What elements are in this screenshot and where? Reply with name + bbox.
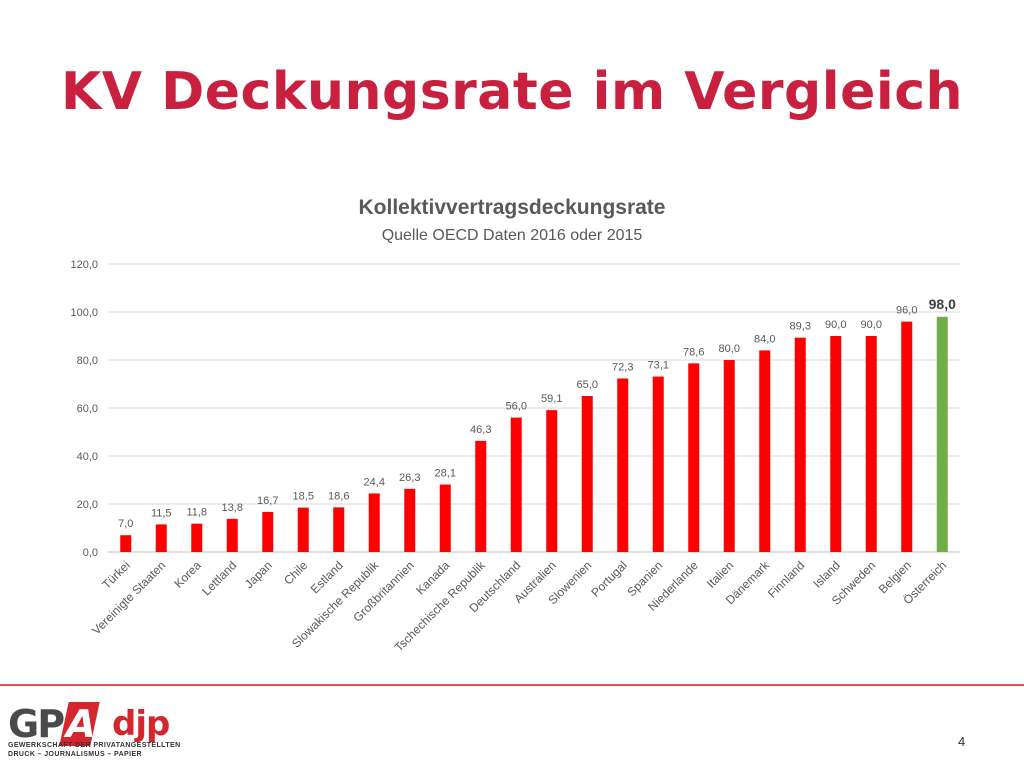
y-tick-label: 60,0 (77, 403, 98, 415)
data-label: 84,0 (754, 333, 775, 345)
bar (333, 507, 345, 552)
x-category-label: Korea (171, 558, 204, 591)
bar (510, 417, 522, 552)
data-label: 59,1 (541, 393, 562, 405)
y-tick-label: 120,0 (70, 259, 98, 271)
bar (581, 396, 593, 552)
bar (226, 518, 238, 552)
bar (723, 360, 735, 552)
slide-title: KV Deckungsrate im Vergleich (60, 62, 964, 122)
bar (794, 337, 806, 552)
chart-subtitle: Quelle OECD Daten 2016 oder 2015 (381, 227, 643, 244)
bar (936, 316, 948, 552)
data-label: 65,0 (577, 379, 598, 391)
data-label: 26,3 (399, 472, 420, 484)
data-label: 13,8 (222, 502, 243, 514)
data-label: 11,5 (151, 507, 172, 519)
data-label: 80,0 (719, 343, 740, 355)
bar (297, 507, 309, 552)
data-label: 7,0 (118, 518, 133, 530)
y-tick-label: 100,0 (70, 307, 98, 319)
data-label: 56,0 (506, 401, 527, 413)
y-tick-label: 0,0 (83, 547, 98, 559)
logo-tagline-2: DRUCK – JOURNALISMUS – PAPIER (8, 751, 142, 758)
x-category-label: Türkei (99, 558, 132, 591)
data-label: 89,3 (790, 321, 811, 333)
data-label: 90,0 (861, 319, 882, 331)
data-label: 90,0 (825, 319, 846, 331)
y-tick-label: 40,0 (77, 451, 98, 463)
bar (191, 523, 203, 552)
x-category-label: Lettland (199, 558, 239, 598)
x-category-label: Italien (704, 558, 737, 591)
data-label: 96,0 (896, 305, 917, 317)
bar-chart: 0,0 20,0 40,0 60,0 80,0 100,0 120,0 7,0 Türkei 11… (70, 259, 960, 654)
x-category-label: Chile (281, 558, 310, 587)
y-tick-label: 20,0 (77, 499, 98, 511)
data-label: 16,7 (257, 495, 278, 507)
bar (262, 511, 274, 552)
bar (120, 535, 132, 552)
chart-title: Kollektivvertragsdeckungsrate (358, 196, 666, 219)
data-label: 28,1 (435, 468, 456, 480)
x-category-label: Finnland (765, 558, 807, 600)
bar (546, 410, 558, 552)
bar (404, 488, 416, 552)
footer-divider (0, 684, 1024, 686)
logo-djp-wordmark: djp (112, 704, 170, 744)
bar (688, 363, 700, 552)
gpa-djp-logo: GPA djp GEWERKSCHAFT DER PRIVATANGESTELL… (8, 702, 188, 762)
data-label: 73,1 (648, 360, 669, 372)
bar (865, 336, 877, 552)
y-tick-label: 80,0 (77, 355, 98, 367)
data-label: 98,0 (929, 296, 956, 312)
bar (652, 376, 664, 552)
data-label: 46,3 (470, 424, 491, 436)
data-label: 11,8 (186, 507, 207, 519)
data-label: 18,5 (293, 491, 314, 503)
bar (830, 336, 842, 552)
page-number: 4 (958, 734, 966, 749)
x-category-label: Portugal (588, 558, 630, 600)
logo-tagline-1: GEWERKSCHAFT DER PRIVATANGESTELLTEN (8, 742, 181, 749)
bar (155, 524, 167, 552)
data-label: 24,4 (364, 476, 385, 488)
x-category-label: Japan (242, 558, 275, 591)
bar (475, 440, 487, 552)
data-label: 78,6 (683, 346, 704, 358)
bar (901, 321, 913, 552)
data-label: 72,3 (612, 361, 633, 373)
bar (617, 378, 629, 552)
data-label: 18,6 (328, 490, 349, 502)
bar (439, 484, 451, 552)
logo-gpa-wordmark: GPA (8, 702, 101, 746)
bar (368, 493, 380, 552)
bar (759, 350, 771, 552)
x-category-label: Island (810, 558, 843, 591)
